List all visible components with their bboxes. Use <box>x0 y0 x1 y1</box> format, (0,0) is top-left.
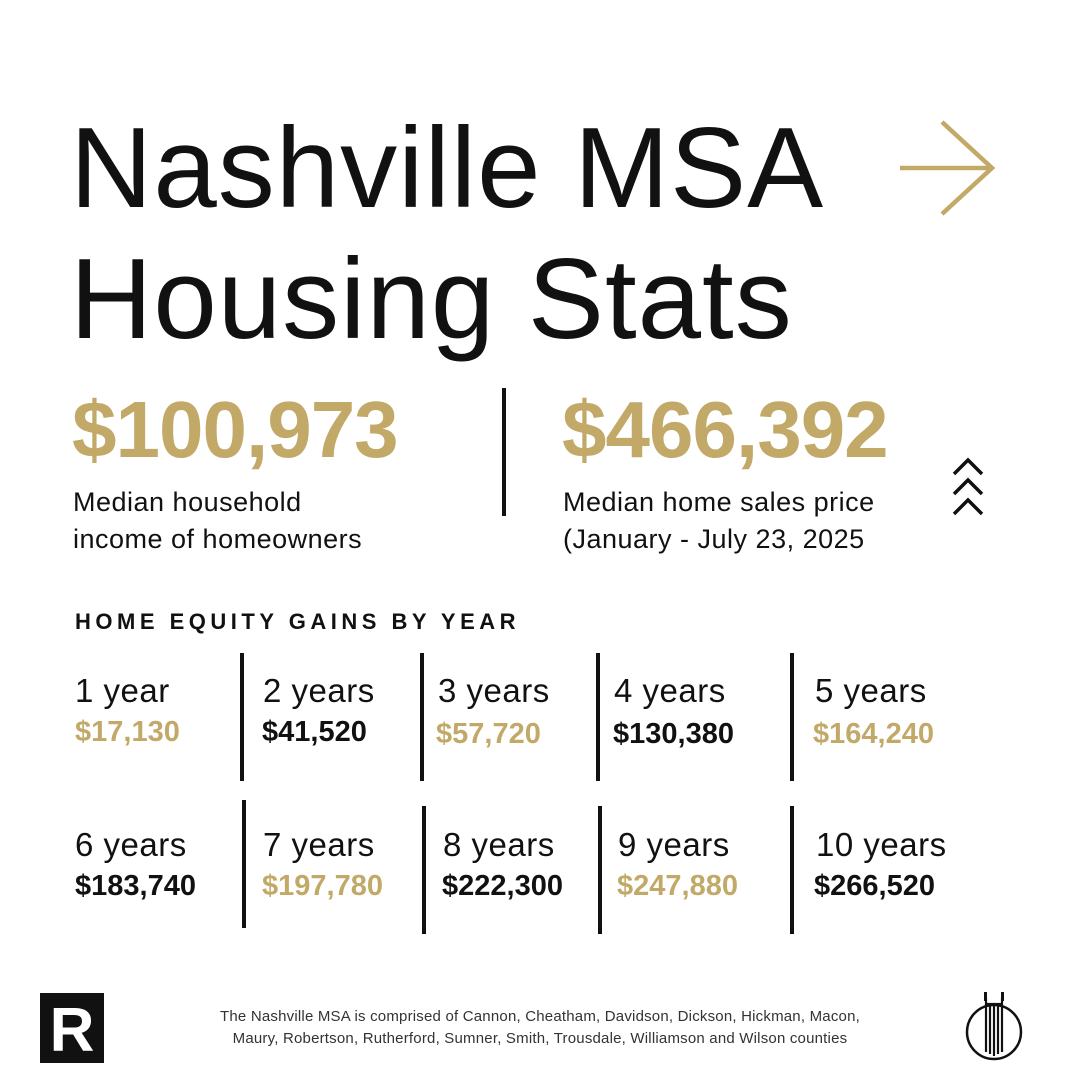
equity-value-7-years: $197,780 <box>262 870 383 902</box>
equity-label-10-years: 10 years <box>816 826 947 863</box>
triple-chevron-up-icon <box>952 457 984 516</box>
equity-label-8-years: 8 years <box>443 826 555 863</box>
equity-divider <box>790 806 794 934</box>
equity-value-4-years: $130,380 <box>613 718 734 750</box>
median-price-label: Median home sales price (January - July … <box>563 484 943 558</box>
median-price-label-line-1: Median home sales price <box>563 487 875 517</box>
equity-label-2-years: 2 years <box>263 672 375 709</box>
equity-value-1-year: $17,130 <box>75 716 180 748</box>
stats-divider <box>502 388 506 516</box>
equity-divider <box>240 653 244 781</box>
equity-value-2-years: $41,520 <box>262 716 367 748</box>
footer-note-line-1: The Nashville MSA is comprised of Cannon… <box>220 1008 860 1025</box>
page-title-line-2: Housing Stats <box>70 236 793 363</box>
equity-divider <box>422 806 426 934</box>
equity-label-3-years: 3 years <box>438 672 550 709</box>
building-tower-logo <box>965 992 1023 1061</box>
equity-divider <box>790 653 794 781</box>
equity-label-7-years: 7 years <box>263 826 375 863</box>
equity-label-6-years: 6 years <box>75 826 187 863</box>
equity-label-1-year: 1 year <box>75 672 170 709</box>
equity-divider <box>596 653 600 781</box>
median-price-value: $466,392 <box>562 385 889 474</box>
page-title-line-1: Nashville MSA <box>70 105 825 232</box>
median-income-label-line-1: Median household <box>73 487 302 517</box>
arrow-right-icon[interactable] <box>898 118 998 218</box>
realtor-r-letter: R <box>50 996 95 1063</box>
equity-value-6-years: $183,740 <box>75 870 196 902</box>
equity-divider <box>598 806 602 934</box>
median-price-label-line-2: (January - July 23, 2025 <box>563 524 865 554</box>
realtor-r-logo: R <box>40 993 104 1063</box>
equity-divider <box>420 653 424 781</box>
equity-value-10-years: $266,520 <box>814 870 935 902</box>
equity-value-9-years: $247,880 <box>617 870 738 902</box>
equity-value-3-years: $57,720 <box>436 718 541 750</box>
footer-note-line-2: Maury, Robertson, Rutherford, Sumner, Sm… <box>232 1030 848 1047</box>
equity-section-heading: HOME EQUITY GAINS BY YEAR <box>75 609 521 634</box>
median-income-value: $100,973 <box>72 385 399 474</box>
equity-label-4-years: 4 years <box>614 672 726 709</box>
median-income-label-line-2: income of homeowners <box>73 524 363 554</box>
equity-label-5-years: 5 years <box>815 672 927 709</box>
footer-note: The Nashville MSA is comprised of Cannon… <box>130 1006 950 1050</box>
equity-value-8-years: $222,300 <box>442 870 563 902</box>
equity-value-5-years: $164,240 <box>813 718 934 750</box>
median-income-label: Median household income of homeowners <box>73 484 473 558</box>
equity-divider <box>242 800 246 928</box>
equity-label-9-years: 9 years <box>618 826 730 863</box>
